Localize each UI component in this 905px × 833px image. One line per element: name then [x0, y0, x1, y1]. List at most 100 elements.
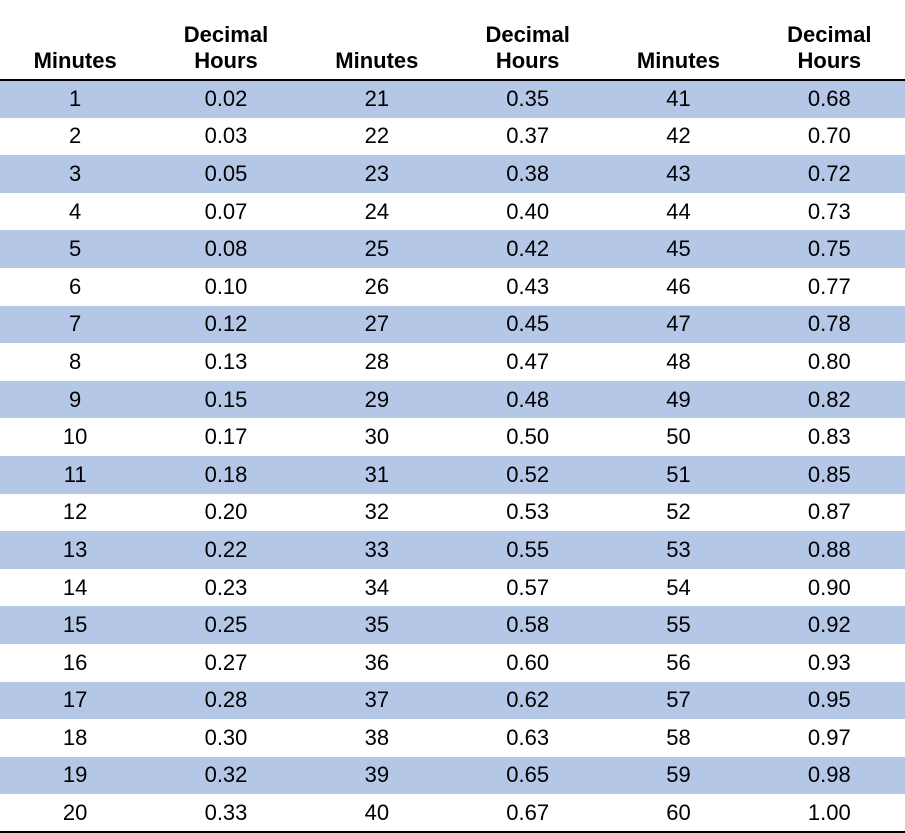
- table-cell: 55: [603, 606, 753, 644]
- table-cell: 0.32: [150, 757, 301, 795]
- table-cell: 0.33: [150, 794, 301, 832]
- table-cell: 4: [0, 193, 150, 231]
- table-cell: 0.12: [150, 306, 301, 344]
- table-cell: 0.08: [150, 230, 301, 268]
- table-cell: 0.50: [452, 418, 603, 456]
- table-row: 120.20320.53520.87: [0, 494, 905, 532]
- table-cell: 0.80: [754, 343, 905, 381]
- table-cell: 58: [603, 719, 753, 757]
- table-cell: 0.02: [150, 80, 301, 118]
- table-cell: 24: [302, 193, 452, 231]
- table-cell: 0.42: [452, 230, 603, 268]
- table-cell: 0.58: [452, 606, 603, 644]
- table-cell: 16: [0, 644, 150, 682]
- header-decimal-3: DecimalHours: [754, 0, 905, 80]
- table-cell: 0.90: [754, 569, 905, 607]
- table-cell: 0.95: [754, 682, 905, 720]
- header-decimal-2-line2: Hours: [496, 48, 560, 73]
- table-row: 150.25350.58550.92: [0, 606, 905, 644]
- table-cell: 45: [603, 230, 753, 268]
- table-cell: 0.22: [150, 531, 301, 569]
- table-row: 20.03220.37420.70: [0, 118, 905, 156]
- table-cell: 10: [0, 418, 150, 456]
- table-cell: 12: [0, 494, 150, 532]
- table-cell: 0.77: [754, 268, 905, 306]
- table-cell: 0.10: [150, 268, 301, 306]
- table-cell: 0.97: [754, 719, 905, 757]
- table-cell: 0.62: [452, 682, 603, 720]
- table-row: 130.22330.55530.88: [0, 531, 905, 569]
- table-cell: 44: [603, 193, 753, 231]
- table-row: 30.05230.38430.72: [0, 155, 905, 193]
- table-cell: 18: [0, 719, 150, 757]
- table-cell: 0.85: [754, 456, 905, 494]
- table-cell: 29: [302, 381, 452, 419]
- table-cell: 0.40: [452, 193, 603, 231]
- table-cell: 0.43: [452, 268, 603, 306]
- table-cell: 57: [603, 682, 753, 720]
- table-cell: 39: [302, 757, 452, 795]
- header-decimal-1-line2: Hours: [194, 48, 258, 73]
- table-row: 140.23340.57540.90: [0, 569, 905, 607]
- table-cell: 0.28: [150, 682, 301, 720]
- table-cell: 23: [302, 155, 452, 193]
- table-cell: 0.30: [150, 719, 301, 757]
- table-cell: 34: [302, 569, 452, 607]
- header-minutes-2: Minutes: [302, 0, 452, 80]
- table-cell: 0.07: [150, 193, 301, 231]
- table-cell: 36: [302, 644, 452, 682]
- table-cell: 0.93: [754, 644, 905, 682]
- header-minutes-3: Minutes: [603, 0, 753, 80]
- table-cell: 20: [0, 794, 150, 832]
- table-cell: 0.18: [150, 456, 301, 494]
- table-cell: 0.55: [452, 531, 603, 569]
- table-cell: 51: [603, 456, 753, 494]
- table-cell: 0.57: [452, 569, 603, 607]
- table-cell: 41: [603, 80, 753, 118]
- table-cell: 0.53: [452, 494, 603, 532]
- table-cell: 47: [603, 306, 753, 344]
- table-row: 160.27360.60560.93: [0, 644, 905, 682]
- table-cell: 31: [302, 456, 452, 494]
- table-cell: 0.70: [754, 118, 905, 156]
- table-cell: 11: [0, 456, 150, 494]
- table-cell: 0.13: [150, 343, 301, 381]
- table-cell: 38: [302, 719, 452, 757]
- table-cell: 15: [0, 606, 150, 644]
- table-cell: 21: [302, 80, 452, 118]
- table-row: 90.15290.48490.82: [0, 381, 905, 419]
- table-cell: 0.37: [452, 118, 603, 156]
- table-cell: 19: [0, 757, 150, 795]
- table-cell: 0.92: [754, 606, 905, 644]
- header-decimal-1: DecimalHours: [150, 0, 301, 80]
- header-decimal-3-line1: Decimal: [787, 22, 871, 47]
- header-decimal-1-line1: Decimal: [184, 22, 268, 47]
- table-cell: 14: [0, 569, 150, 607]
- table-cell: 0.15: [150, 381, 301, 419]
- table-cell: 0.68: [754, 80, 905, 118]
- table-cell: 0.78: [754, 306, 905, 344]
- table-cell: 26: [302, 268, 452, 306]
- table-cell: 52: [603, 494, 753, 532]
- table-row: 110.18310.52510.85: [0, 456, 905, 494]
- table-cell: 49: [603, 381, 753, 419]
- table-cell: 0.38: [452, 155, 603, 193]
- table-cell: 0.48: [452, 381, 603, 419]
- table-cell: 56: [603, 644, 753, 682]
- table-cell: 0.75: [754, 230, 905, 268]
- table-cell: 30: [302, 418, 452, 456]
- table-cell: 42: [603, 118, 753, 156]
- table-cell: 3: [0, 155, 150, 193]
- table-cell: 5: [0, 230, 150, 268]
- table-cell: 59: [603, 757, 753, 795]
- table-row: 80.13280.47480.80: [0, 343, 905, 381]
- table-cell: 0.87: [754, 494, 905, 532]
- table-cell: 0.23: [150, 569, 301, 607]
- table-cell: 13: [0, 531, 150, 569]
- table-cell: 28: [302, 343, 452, 381]
- table-cell: 1: [0, 80, 150, 118]
- header-decimal-2: DecimalHours: [452, 0, 603, 80]
- header-decimal-2-line1: Decimal: [485, 22, 569, 47]
- table-body: 10.02210.35410.6820.03220.37420.7030.052…: [0, 80, 905, 832]
- table-header-row: Minutes DecimalHours Minutes DecimalHour…: [0, 0, 905, 80]
